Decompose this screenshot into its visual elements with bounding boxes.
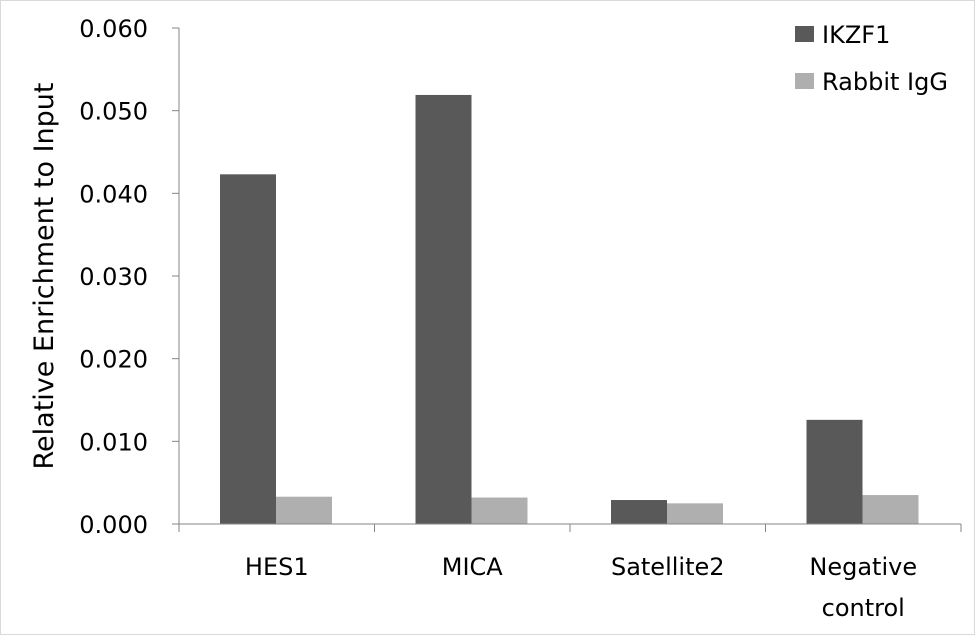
x-axis-labels: HES1 MICA Satellite2 Negative control: [245, 553, 917, 622]
y-tick-label: 0.020: [79, 346, 148, 374]
y-axis-title: Relative Enrichment to Input: [29, 83, 60, 470]
y-axis-title-group: Relative Enrichment to Input: [29, 83, 60, 470]
bar-rabbit-igg-3: [862, 495, 919, 524]
bar-rabbit-igg-1: [471, 497, 528, 524]
y-axis-ticks: 0.000 0.010 0.020 0.030 0.040 0.050 0.060: [79, 15, 179, 539]
x-category-label: control: [822, 594, 905, 622]
legend-swatch-rabbit-igg: [795, 73, 814, 89]
bar-ikzf1-0: [220, 174, 276, 524]
bar-ikzf1-2: [611, 500, 667, 524]
legend-swatch-ikzf1: [795, 26, 814, 42]
y-tick-label: 0.010: [79, 428, 148, 456]
x-category-label: Satellite2: [611, 553, 725, 581]
bars: [220, 94, 919, 525]
y-tick-label: 0.030: [79, 263, 148, 291]
x-category-label: Negative: [809, 553, 917, 581]
y-tick-label: 0.000: [79, 511, 148, 539]
x-category-label: HES1: [245, 553, 309, 581]
y-tick-label: 0.040: [79, 180, 148, 208]
y-tick-label: 0.060: [79, 15, 148, 43]
bar-ikzf1-1: [415, 94, 472, 525]
bar-rabbit-igg-0: [276, 496, 332, 524]
bar-ikzf1-3: [806, 419, 863, 524]
y-tick-label: 0.050: [79, 98, 148, 126]
legend-label-rabbit-igg: Rabbit IgG: [822, 68, 948, 96]
legend-label-ikzf1: IKZF1: [822, 21, 890, 49]
axes: [178, 28, 962, 532]
bar-rabbit-igg-2: [667, 503, 723, 524]
x-category-label: MICA: [442, 553, 504, 581]
legend: IKZF1 Rabbit IgG: [795, 21, 948, 96]
